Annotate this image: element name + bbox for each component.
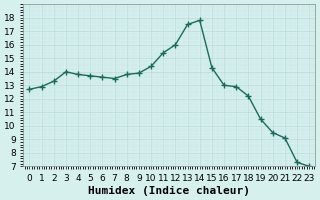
X-axis label: Humidex (Indice chaleur): Humidex (Indice chaleur) <box>88 186 250 196</box>
